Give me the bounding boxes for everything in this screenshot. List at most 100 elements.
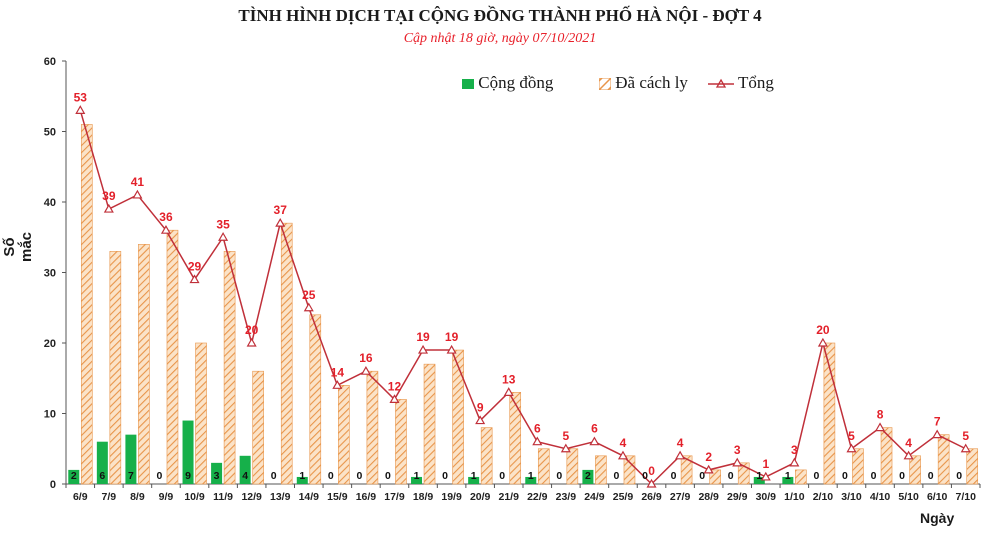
x-tick-label: 9/9 xyxy=(159,491,174,503)
data-label-tong: 3 xyxy=(791,443,798,457)
bar-label-cong-dong: 0 xyxy=(642,470,648,482)
bar-label-cong-dong: 0 xyxy=(813,470,819,482)
x-axis-label: Ngày xyxy=(920,510,955,526)
bar-da-cach-ly xyxy=(166,229,179,485)
y-tick-label: 30 xyxy=(44,268,56,280)
data-label-tong: 39 xyxy=(102,189,116,203)
bar-da-cach-ly xyxy=(823,342,836,485)
bar-label-cong-dong: 0 xyxy=(385,470,391,482)
x-tick-label: 2/10 xyxy=(813,491,834,503)
data-label-tong: 4 xyxy=(905,436,912,450)
bar-da-cach-ly xyxy=(595,455,607,485)
bar-cong-dong xyxy=(239,455,251,484)
marker-tong xyxy=(617,450,629,460)
marker-tong xyxy=(503,387,514,396)
bar-label-cong-dong: 0 xyxy=(699,470,705,482)
bar-cong-dong xyxy=(582,469,594,484)
y-tick-label: 50 xyxy=(44,127,56,139)
data-label-tong: 5 xyxy=(563,429,570,443)
data-label-tong: 25 xyxy=(302,288,316,302)
marker-tong xyxy=(475,415,486,425)
marker-tong xyxy=(246,337,257,347)
x-tick-label: 6/9 xyxy=(73,491,88,503)
data-label-tong: 2 xyxy=(705,450,712,464)
bar-da-cach-ly xyxy=(195,342,207,485)
legend-swatch-cong-dong xyxy=(462,79,474,90)
data-label-tong: 20 xyxy=(245,323,259,337)
bar-da-cach-ly xyxy=(452,349,464,485)
data-label-tong: 36 xyxy=(159,210,173,224)
legend-item-tong: Tổng xyxy=(708,73,774,93)
data-label-tong: 6 xyxy=(534,422,541,436)
data-label-tong: 19 xyxy=(416,330,430,344)
data-label-tong: 14 xyxy=(331,365,345,379)
y-tick-label: 20 xyxy=(44,338,56,350)
data-label-tong: 7 xyxy=(934,415,941,429)
bar-da-cach-ly xyxy=(395,399,407,485)
chart-title: TÌNH HÌNH DỊCH TẠI CỘNG ĐỒNG THÀNH PHỐ H… xyxy=(238,6,762,25)
data-label-tong: 35 xyxy=(216,217,230,231)
data-label-tong: 1 xyxy=(762,457,769,471)
bar-label-cong-dong: 0 xyxy=(614,470,620,482)
marker-tong xyxy=(960,443,971,453)
bar-da-cach-ly xyxy=(480,427,493,485)
bar-da-cach-ly xyxy=(709,469,721,485)
data-label-tong: 13 xyxy=(502,372,516,386)
x-tick-label: 16/9 xyxy=(356,491,377,503)
bar-label-cong-dong: 0 xyxy=(271,470,277,482)
data-label-tong: 16 xyxy=(359,351,373,365)
bar-label-cong-dong: 0 xyxy=(928,470,934,482)
bar-label-cong-dong: 0 xyxy=(842,470,848,482)
bar-label-cong-dong: 4 xyxy=(242,470,248,482)
x-tick-label: 25/9 xyxy=(613,491,634,503)
x-tick-label: 3/10 xyxy=(841,491,862,503)
marker-tong xyxy=(874,422,886,432)
legend-label-cong-dong: Cộng đồng xyxy=(478,73,554,92)
bar-da-cach-ly xyxy=(966,448,979,485)
y-tick-label: 40 xyxy=(44,197,56,209)
x-tick-label: 10/9 xyxy=(184,491,205,503)
marker-tong xyxy=(132,189,143,199)
x-tick-label: 1/10 xyxy=(784,491,805,503)
bar-da-cach-ly xyxy=(223,251,236,485)
x-tick-label: 27/9 xyxy=(670,491,691,503)
x-tick-label: 22/9 xyxy=(527,491,548,503)
x-tick-label: 24/9 xyxy=(584,491,605,503)
bar-label-cong-dong: 1 xyxy=(414,470,420,482)
marker-tong xyxy=(75,105,86,114)
bar-label-cong-dong: 0 xyxy=(499,470,505,482)
marker-tong xyxy=(303,302,314,312)
bar-label-cong-dong: 0 xyxy=(157,470,163,482)
bar-label-cong-dong: 1 xyxy=(528,470,534,482)
bar-label-cong-dong: 3 xyxy=(214,470,220,482)
data-label-tong: 53 xyxy=(74,90,88,104)
x-tick-label: 7/10 xyxy=(956,491,977,503)
bar-da-cach-ly xyxy=(509,392,522,485)
bar-da-cach-ly xyxy=(937,434,950,485)
x-tick-label: 11/9 xyxy=(213,491,233,503)
x-tick-label: 26/9 xyxy=(641,491,662,503)
marker-tong xyxy=(189,274,200,284)
data-label-tong: 0 xyxy=(648,464,655,478)
marker-tong xyxy=(589,436,600,446)
marker-tong xyxy=(446,344,457,354)
bar-label-cong-dong: 2 xyxy=(71,470,77,482)
bar-label-cong-dong: 0 xyxy=(328,470,334,482)
bar-cong-dong xyxy=(753,476,765,484)
marker-tong xyxy=(703,464,714,474)
bar-da-cach-ly xyxy=(309,314,322,485)
x-tick-label: 18/9 xyxy=(413,491,434,503)
chart-subtitle: Cập nhật 18 giờ, ngày 07/10/2021 xyxy=(403,31,597,46)
marker-tong xyxy=(560,443,571,453)
marker-tong xyxy=(732,457,743,467)
bar-da-cach-ly xyxy=(252,370,264,485)
bar-da-cach-ly xyxy=(852,448,864,485)
bar-label-cong-dong: 0 xyxy=(899,470,905,482)
bar-label-cong-dong: 2 xyxy=(585,470,591,482)
bar-cong-dong xyxy=(96,441,108,484)
data-label-tong: 41 xyxy=(131,175,145,189)
legend-label-da-cach-ly: Đã cách ly xyxy=(615,73,688,92)
data-label-tong: 6 xyxy=(591,422,598,436)
data-label-tong: 4 xyxy=(677,436,684,450)
